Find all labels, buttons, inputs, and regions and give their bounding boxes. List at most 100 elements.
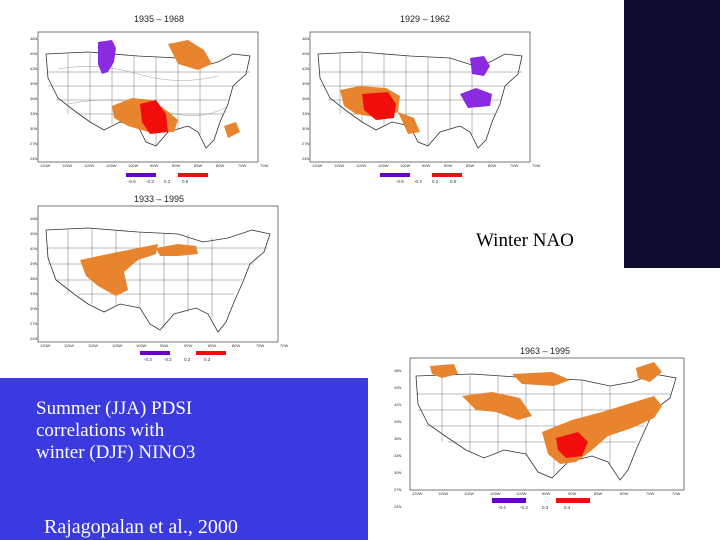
purple-region: [460, 88, 492, 108]
map-figure: 48N 45N 42N 39N 36N 33N 30N 27N 24N 120W 115W 110W…: [30, 31, 268, 184]
lat-tick-labels: 48N 45N 42N 39N 36N 33N 30N 27N 24N: [30, 36, 37, 161]
orange-region: [224, 122, 240, 138]
lat-tick-label: 24N: [302, 156, 309, 161]
lat-tick-label: 42N: [30, 246, 37, 251]
colorbar-label: 0.3: [204, 357, 211, 362]
lat-tick-labels: 48N 45N 42N 39N 36N 33N 30N 27N 24N: [302, 36, 309, 161]
map-1933-1995: 1933 – 1995 48N 45N 42N 39N 36N 33N 30N 27N 24N …: [28, 194, 288, 364]
lat-tick-label: 36N: [30, 276, 37, 281]
purple-region: [98, 40, 116, 74]
colorbar-labels: -0.5 -0.3 0.2 0.5: [128, 179, 189, 184]
colorbar-label: -0.5: [128, 179, 136, 184]
colorbar-negative: [492, 498, 526, 503]
orange-region: [80, 244, 158, 296]
lon-tick-label: 105W: [106, 163, 117, 168]
lon-tick-label: 80W: [232, 343, 240, 348]
colorbar-label: 0.5: [450, 179, 457, 184]
map-frame: [309, 31, 531, 163]
lat-tick-label: 48N: [30, 216, 37, 221]
orange-region: [430, 364, 458, 378]
lon-tick-label: 120W: [312, 163, 323, 168]
lat-tick-label: 36N: [30, 96, 37, 101]
map-1935-1968: 1935 – 1968 48N 45N 42N 39N 36N 33N 30N 27N 24N …: [28, 14, 268, 184]
lon-tick-label: 80W: [216, 163, 224, 168]
lat-tick-label: 36N: [394, 436, 401, 441]
lon-tick-label: 120W: [412, 491, 423, 496]
colorbar-label: -0.3: [414, 179, 422, 184]
map-figure: 48N 45N 42N 39N 36N 33N 30N 27N 24N 120W 115W 110W…: [394, 357, 685, 510]
us-outline: [415, 373, 677, 481]
colorbar-label: 0.4: [564, 505, 571, 510]
lon-tick-label: 75W: [510, 163, 518, 168]
state-borders: [46, 229, 268, 328]
orange-region: [636, 362, 662, 382]
colorbar-label: 0.2: [432, 179, 439, 184]
red-region: [140, 100, 168, 134]
lat-tick-label: 27N: [302, 141, 309, 146]
caption-panel: [0, 378, 368, 540]
lat-tick-label: 30N: [30, 126, 37, 131]
map-frame: [409, 357, 685, 491]
lon-tick-label: 75W: [238, 163, 246, 168]
lon-tick-labels: 120W 115W 110W 105W 100W 95W 90W 85W 80W 75W 70W: [412, 491, 680, 496]
lat-tick-label: 27N: [394, 487, 401, 492]
navy-strip: [624, 0, 720, 268]
us-outline: [45, 227, 271, 333]
lon-tick-label: 90W: [568, 491, 576, 496]
lon-tick-label: 110W: [84, 163, 94, 168]
lat-tick-label: 48N: [302, 36, 309, 41]
lat-tick-label: 48N: [394, 368, 401, 373]
colorbar-label: -0.2: [164, 357, 172, 362]
lon-tick-label: 95W: [422, 163, 430, 168]
lon-tick-label: 85W: [466, 163, 474, 168]
lon-tick-label: 115W: [64, 343, 74, 348]
colorbar-label: 0.2: [164, 179, 171, 184]
colorbar-labels: -0.5 -0.3 0.2 0.5: [396, 179, 457, 184]
lon-tick-label: 110W: [88, 343, 98, 348]
lat-tick-label: 27N: [30, 141, 37, 146]
lon-tick-label: 75W: [646, 491, 654, 496]
lon-tick-labels: 120W 115W 110W 105W 100W 95W 90W 85W 80W 75W 70W: [40, 343, 288, 348]
lon-tick-label: 115W: [438, 491, 448, 496]
lat-tick-label: 27N: [30, 321, 37, 326]
lon-tick-label: 100W: [400, 163, 411, 168]
colorbar-label: 0.5: [182, 179, 189, 184]
lat-tick-label: 42N: [302, 66, 309, 71]
lon-tick-label: 120W: [40, 163, 51, 168]
lat-tick-label: 48N: [30, 36, 37, 41]
map-figure: 48N 45N 42N 39N 36N 33N 30N 27N 24N 120W 115W 110W…: [30, 205, 288, 362]
lat-tick-label: 42N: [30, 66, 37, 71]
lon-tick-labels: 120W 115W 110W 105W 100W 95W 90W 85W 80W 75W 70W: [312, 163, 540, 168]
lat-tick-label: 45N: [302, 51, 309, 56]
colorbar-label: -0.3: [144, 357, 152, 362]
lat-tick-label: 45N: [30, 231, 37, 236]
orange-region: [542, 396, 662, 464]
lon-tick-label: 85W: [208, 343, 216, 348]
lat-tick-labels: 48N 45N 42N 39N 36N 33N 30N 27N 24N: [394, 368, 401, 509]
orange-region: [398, 112, 420, 134]
lon-tick-label: 90W: [444, 163, 452, 168]
lon-tick-label: 100W: [128, 163, 139, 168]
lat-tick-label: 24N: [394, 504, 401, 509]
lon-tick-label: 95W: [160, 343, 168, 348]
colorbar-label: 0.2: [184, 357, 191, 362]
lat-tick-label: 24N: [30, 336, 37, 341]
map-title: 1935 – 1968: [134, 14, 185, 24]
purple-region: [470, 56, 490, 76]
state-borders: [46, 53, 250, 146]
orange-region: [512, 372, 570, 386]
winter-nao-label: Winter NAO: [476, 230, 574, 251]
lon-tick-label: 70W: [280, 343, 288, 348]
colorbar-positive: [432, 173, 462, 177]
map-figure: 48N 45N 42N 39N 36N 33N 30N 27N 24N 120W 115W 110W…: [302, 31, 540, 184]
caption-line: correlations with: [36, 420, 165, 441]
lon-tick-label: 110W: [356, 163, 366, 168]
colorbar-positive: [556, 498, 590, 503]
lon-tick-label: 80W: [620, 491, 628, 496]
colorbar-label: 0.3: [542, 505, 549, 510]
lat-tick-label: 45N: [394, 385, 401, 390]
lat-tick-label: 36N: [302, 96, 309, 101]
map-title: 1963 – 1995: [520, 346, 571, 356]
lon-tick-label: 100W: [516, 491, 527, 496]
citation: Rajagopalan et al., 2000: [44, 516, 238, 538]
